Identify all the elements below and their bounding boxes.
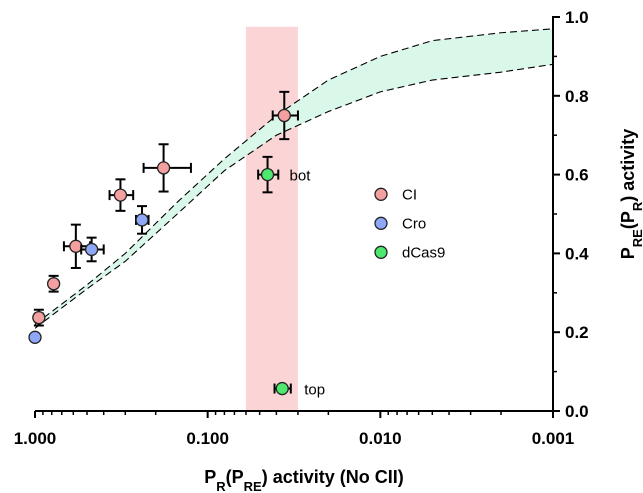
x-tick-label: 1.000 — [14, 429, 57, 448]
axis-title-part: RE — [630, 229, 643, 247]
axis-title-part: R — [630, 201, 643, 211]
y-axis-title: PRE(PR) activity — [618, 129, 643, 260]
x-tick-label: 0.001 — [532, 429, 575, 448]
data-point — [277, 108, 291, 123]
data-point — [46, 277, 61, 291]
axis-title-part: (P — [226, 467, 244, 487]
data-point — [32, 310, 46, 325]
shaded-band — [245, 26, 298, 411]
data-point — [260, 167, 275, 182]
axis-title-part: P — [618, 247, 638, 259]
data-point — [69, 239, 83, 253]
x-tick-label: 0.100 — [186, 429, 229, 448]
axis-title-part: ) activity — [618, 129, 638, 202]
axis-title-part: R — [216, 479, 226, 493]
axis-title-part: (P — [618, 211, 638, 229]
data-point — [84, 242, 99, 257]
point-annotation: bot — [290, 168, 312, 185]
y-tick-label: 0.8 — [565, 87, 589, 106]
x-tick-label: 0.010 — [359, 429, 402, 448]
data-point — [113, 188, 128, 202]
y-tick-label: 0.0 — [565, 402, 589, 421]
data-point — [156, 161, 171, 175]
model-band-fill — [35, 28, 553, 329]
legend-label: dCas9 — [402, 244, 445, 261]
axis-title-part: RE — [244, 479, 262, 493]
model-band-lower-line — [35, 63, 553, 329]
data-point — [28, 330, 42, 344]
axis-title-part: ) activity (No CII) — [262, 467, 404, 487]
legend-marker — [374, 245, 388, 259]
legend-marker — [374, 187, 388, 201]
point-annotation: top — [304, 382, 325, 399]
legend-marker — [374, 216, 388, 230]
y-tick-label: 0.6 — [565, 166, 589, 185]
axis-title-part: P — [204, 467, 216, 487]
data-point — [135, 213, 149, 227]
y-tick-label: 0.4 — [565, 244, 589, 263]
y-tick-label: 0.2 — [565, 323, 589, 342]
data-point — [275, 381, 289, 396]
legend-label: Cro — [402, 215, 426, 232]
legend-label: CI — [402, 186, 417, 203]
y-tick-label: 1.0 — [565, 8, 589, 27]
x-axis-title: PR(PRE) activity (No CII) — [204, 467, 403, 493]
